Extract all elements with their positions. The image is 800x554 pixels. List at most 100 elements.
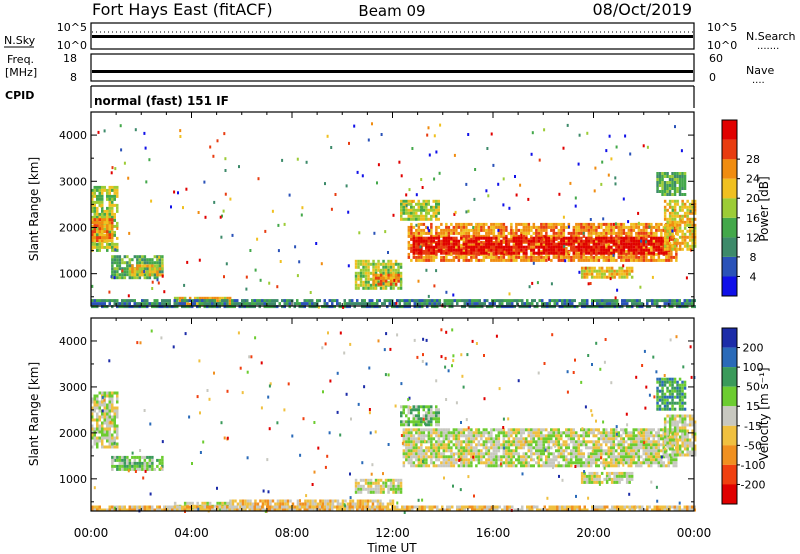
data-cell [541, 305, 544, 309]
data-cell [605, 246, 608, 250]
data-cell [106, 415, 109, 419]
data-cell [246, 299, 249, 303]
data-cell [323, 302, 326, 306]
data-cell [93, 305, 96, 309]
data-cell [91, 224, 94, 228]
data-cell [673, 172, 677, 175]
data-cell [532, 246, 536, 250]
data-cell [560, 255, 563, 259]
data-cell [391, 499, 395, 503]
data-cell [668, 184, 672, 187]
data-cell [500, 248, 503, 252]
data-cell [527, 431, 530, 435]
data-cell [507, 434, 511, 438]
data-cell [595, 272, 599, 276]
data-cell [663, 299, 666, 303]
data-cell [497, 255, 501, 259]
data-cell [415, 242, 418, 246]
data-cell [540, 428, 543, 432]
data-cell [467, 464, 471, 468]
data-cell [101, 230, 104, 234]
data-cell [422, 199, 425, 203]
data-cell [542, 452, 545, 456]
data-cell [657, 255, 661, 259]
data-cell [452, 242, 456, 246]
data-cell [116, 415, 119, 419]
data-cell [633, 302, 636, 306]
data-cell [442, 458, 446, 462]
data-cell [430, 205, 433, 209]
data-cell [111, 299, 114, 303]
data-cell [457, 449, 461, 453]
data-cell [450, 452, 453, 456]
data-cell [693, 223, 697, 227]
data-cell [645, 248, 648, 252]
data-cell [555, 242, 558, 246]
data-cell [412, 255, 416, 259]
data-cell [482, 242, 486, 246]
data-cell [683, 205, 687, 209]
data-cell [688, 226, 692, 230]
data-cell [448, 305, 451, 309]
data-cell [632, 225, 636, 229]
data-cell [547, 234, 551, 238]
data-cell [116, 209, 119, 213]
data-cell [583, 272, 586, 276]
data-speckle [474, 168, 477, 171]
data-cell [118, 464, 122, 468]
data-cell [545, 248, 548, 252]
data-cell [502, 255, 506, 259]
cpid-label: CPID [5, 89, 34, 102]
data-cell [515, 443, 518, 447]
data-cell [681, 238, 684, 242]
data-cell [550, 225, 553, 229]
data-cell [693, 202, 697, 206]
data-cell [512, 461, 515, 465]
data-cell [311, 302, 314, 306]
data-cell [480, 225, 483, 229]
data-cell [462, 458, 466, 462]
data-cell [671, 302, 674, 306]
data-cell [283, 299, 286, 303]
data-cell [667, 255, 671, 259]
data-cell [663, 211, 667, 215]
data-cell [348, 305, 351, 309]
data-cell [642, 228, 646, 232]
data-cell [228, 305, 231, 309]
data-cell [561, 302, 564, 306]
data-speckle [268, 281, 271, 285]
data-cell [173, 299, 176, 303]
data-cell [442, 434, 446, 438]
data-speckle [219, 215, 222, 219]
data-cell [666, 247, 669, 251]
data-cell [485, 443, 488, 447]
data-cell [111, 258, 114, 262]
data-cell [587, 239, 591, 243]
data-cell [229, 502, 232, 506]
data-cell [537, 449, 540, 453]
data-cell [662, 248, 666, 252]
data-cell [673, 190, 677, 193]
data-cell [502, 234, 506, 238]
data-cell [605, 255, 608, 259]
data-cell [490, 248, 493, 252]
data-cell [126, 270, 129, 274]
data-cell [646, 299, 649, 303]
data-cell [635, 231, 638, 235]
data-cell [580, 255, 583, 259]
data-cell [402, 455, 406, 459]
data-cell [457, 428, 461, 432]
data-cell [663, 175, 667, 178]
data-cell [101, 188, 104, 192]
data-cell [522, 461, 525, 465]
data-cell [482, 248, 486, 252]
data-cell [369, 499, 372, 503]
data-cell [676, 247, 679, 251]
data-speckle [538, 158, 541, 162]
data-cell [603, 272, 606, 276]
data-cell [492, 231, 496, 235]
data-cell [108, 191, 111, 195]
data-cell [521, 302, 524, 306]
data-cell [607, 258, 611, 262]
data-cell [460, 255, 463, 259]
